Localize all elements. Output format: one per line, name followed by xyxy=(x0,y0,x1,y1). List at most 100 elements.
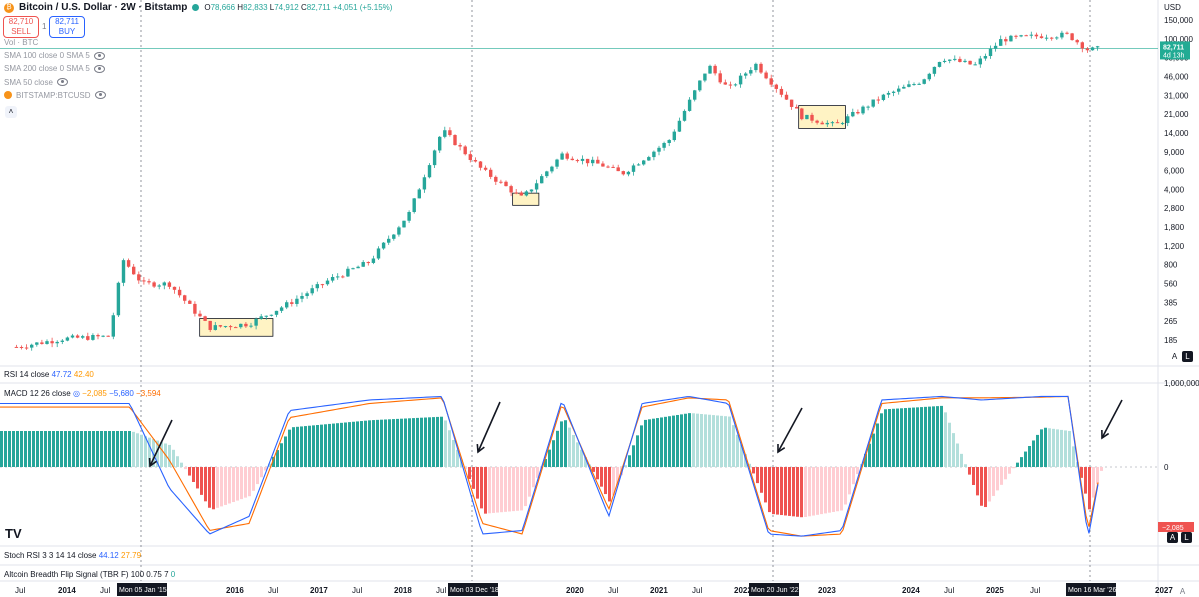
macd-histogram-bar xyxy=(568,427,571,467)
time-auto-button[interactable]: A xyxy=(1179,587,1186,596)
log-scale-button[interactable]: L xyxy=(1182,351,1193,362)
macd-log-scale-button[interactable]: L xyxy=(1181,532,1192,543)
candle xyxy=(167,282,172,287)
stoch-legend[interactable]: Stoch RSI 3 3 14 14 close 44.12 27.79 xyxy=(4,551,142,560)
indicator-legend-item[interactable]: SMA 200 close 0 SMA 5 xyxy=(4,64,105,73)
macd-histogram-bar xyxy=(708,414,711,467)
candle xyxy=(596,159,600,164)
tbrf-legend[interactable]: Altcoin Breadth Flip Signal (TBR F) 100 … xyxy=(4,570,176,579)
price-axis-label: 2,800 xyxy=(1164,204,1185,213)
candle xyxy=(1075,40,1079,43)
macd-histogram-bar xyxy=(456,449,459,467)
countdown-label: 4d 13h xyxy=(1163,52,1185,59)
price-axis-currency: USD xyxy=(1164,3,1181,12)
macd-histogram-bar xyxy=(896,408,899,467)
settings-icon[interactable]: ◎ xyxy=(72,389,80,398)
macd-histogram-bar xyxy=(68,431,71,467)
candle xyxy=(830,122,835,124)
candle xyxy=(749,70,753,74)
time-axis-label: 2025 xyxy=(986,586,1004,595)
indicator-label: BITSTAMP:BTCUSD xyxy=(16,90,91,100)
macd-histogram-bar xyxy=(864,453,867,467)
macd-histogram-bar xyxy=(116,431,119,467)
annotation-arrow xyxy=(777,407,803,453)
eye-icon[interactable] xyxy=(93,64,105,73)
sell-button[interactable]: 82,710 SELL xyxy=(3,16,39,38)
bitcoin-icon: ₿ xyxy=(4,2,14,13)
buy-button[interactable]: 82,711 BUY xyxy=(49,16,85,38)
candle xyxy=(30,344,34,348)
candle xyxy=(1029,34,1034,36)
chevron-up-icon[interactable]: ˄ xyxy=(5,106,17,118)
candle xyxy=(223,326,228,328)
annotation-arrowhead xyxy=(777,443,786,454)
auto-scale-button[interactable]: A xyxy=(1171,352,1178,361)
macd-histogram-bar xyxy=(1088,467,1091,510)
macd-histogram-bar xyxy=(128,431,131,467)
macd-histogram-bar xyxy=(756,467,759,484)
macd-histogram-bar xyxy=(80,431,83,467)
macd-histogram-bar xyxy=(408,418,411,467)
eye-icon[interactable] xyxy=(94,91,106,100)
macd-legend[interactable]: MACD 12 26 close ◎ −2,085 −5,680 −3,594 xyxy=(4,389,161,398)
candle xyxy=(835,122,840,124)
symbol-title[interactable]: Bitcoin / U.S. Dollar · 2W · Bitstamp xyxy=(19,2,188,13)
candle xyxy=(1044,37,1049,39)
candle xyxy=(897,88,901,92)
price-axis-label: 265 xyxy=(1164,317,1178,326)
macd-histogram-bar xyxy=(972,467,975,486)
candle xyxy=(677,120,682,132)
macd-histogram-bar xyxy=(476,467,479,499)
candle xyxy=(611,166,615,168)
candle xyxy=(239,323,243,328)
price-axis-label: 21,000 xyxy=(1164,110,1189,119)
macd-histogram-bar xyxy=(788,467,791,516)
candle xyxy=(851,111,855,117)
price-axis-label: 150,000 xyxy=(1164,16,1193,25)
annotation-arrowhead xyxy=(476,443,485,454)
macd-histogram-bar xyxy=(824,467,827,514)
macd-histogram-bar xyxy=(308,425,311,467)
indicator-legend-item[interactable]: SMA 100 close 0 SMA 5 xyxy=(4,51,105,60)
macd-histogram-bar xyxy=(564,420,567,467)
candle xyxy=(381,242,386,249)
eye-icon[interactable] xyxy=(93,51,105,60)
candle xyxy=(999,39,1003,46)
macd-histogram-bar xyxy=(184,467,187,470)
macd-histogram-bar xyxy=(816,467,819,515)
macd-histogram-bar xyxy=(696,413,699,467)
indicator-legend-item[interactable]: BITSTAMP:BTCUSD xyxy=(4,91,106,100)
candle xyxy=(881,94,886,100)
eye-icon[interactable] xyxy=(56,78,68,87)
macd-histogram-bar xyxy=(716,415,719,467)
indicator-legend-item[interactable]: SMA 50 close xyxy=(4,78,68,87)
macd-histogram-bar xyxy=(472,467,475,489)
macd-histogram-bar xyxy=(672,415,675,467)
macd-histogram-bar xyxy=(112,431,115,467)
time-axis-label: 2017 xyxy=(310,586,328,595)
candle xyxy=(1039,36,1044,39)
candle xyxy=(427,165,432,178)
macd-histogram-bar xyxy=(324,424,327,467)
rsi-legend[interactable]: RSI 14 close 47.72 42.40 xyxy=(4,370,94,379)
macd-histogram-bar xyxy=(852,467,855,485)
candle xyxy=(458,145,462,147)
macd-histogram-bar xyxy=(492,467,495,513)
macd-histogram-bar xyxy=(1052,428,1055,467)
macd-histogram-bar xyxy=(704,414,707,467)
candle xyxy=(774,84,779,89)
last-price-badge xyxy=(1160,41,1190,60)
macd-histogram-bar xyxy=(1028,446,1031,467)
macd-auto-scale-button[interactable]: A xyxy=(1167,532,1178,543)
macd-histogram-bar xyxy=(488,467,491,514)
macd-histogram-bar xyxy=(596,467,599,480)
macd-histogram-bar xyxy=(484,467,487,514)
macd-current-label: −2,085 xyxy=(1162,525,1184,532)
candle xyxy=(983,56,988,59)
candle xyxy=(789,99,794,107)
macd-histogram-bar xyxy=(828,467,831,513)
macd-histogram-bar xyxy=(504,467,507,512)
indicator-legend-item[interactable]: Vol · BTC xyxy=(4,38,38,47)
candle xyxy=(91,334,95,340)
